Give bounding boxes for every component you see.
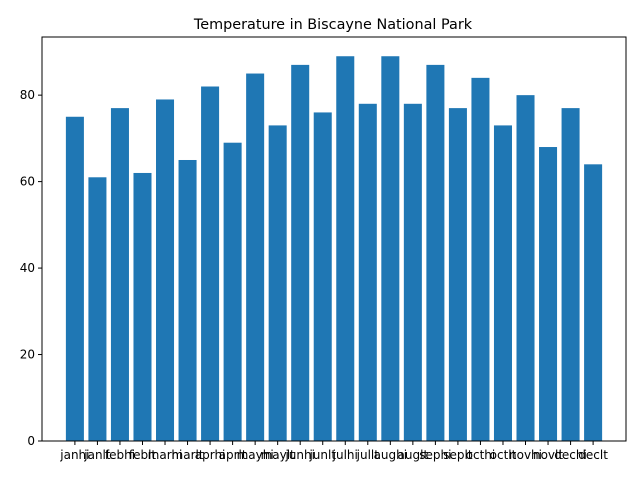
bar-maylt [268, 125, 287, 441]
x-tick-label-junlt: junlt [308, 448, 336, 462]
x-tick-label-julhi: julhi [332, 448, 358, 462]
bar-julhi [336, 56, 355, 441]
x-tick-label-febhi: febhi [105, 448, 135, 462]
x-tick-label-janhi: janhi [59, 448, 89, 462]
bar-auglt [403, 103, 422, 441]
bar-janhi [65, 116, 84, 441]
bar-feblt [133, 172, 152, 441]
y-tick-label: 20 [20, 348, 35, 362]
x-tick-label-aughi: aughi [374, 448, 408, 462]
bar-sephi [426, 64, 445, 441]
plot-frame [41, 36, 627, 442]
bar-novlt [539, 147, 558, 442]
bar-declt [584, 164, 603, 442]
y-tick-label: 80 [20, 88, 35, 102]
bar-mayhi [246, 73, 265, 441]
bars-group [65, 56, 603, 442]
y-tick-label: 40 [20, 261, 35, 275]
x-tick-label-octlt: octlt [490, 448, 517, 462]
bar-janlt [88, 177, 107, 441]
x-tick-label-marlt: marlt [172, 448, 204, 462]
x-axis: janhijanltfebhifebltmarhimarltaprhiaprlt… [59, 441, 608, 462]
x-tick-label-dechi: dechi [554, 448, 587, 462]
x-tick-label-marhi: marhi [148, 448, 183, 462]
x-tick-label-mayhi: mayhi [237, 448, 274, 462]
bar-jullt [358, 103, 377, 441]
bar-octlt [493, 125, 512, 441]
bar-octhi [471, 77, 490, 441]
y-tick-label: 0 [27, 434, 35, 448]
x-tick-label-aprhi: aprhi [195, 448, 226, 462]
x-tick-label-jullt: jullt [356, 448, 380, 462]
x-tick-label-novhi: novhi [509, 448, 542, 462]
bar-marlt [178, 159, 197, 441]
x-tick-label-octhi: octhi [466, 448, 496, 462]
x-tick-label-feblt: feblt [129, 448, 157, 462]
x-tick-label-junhi: junhi [284, 448, 314, 462]
bar-aprlt [223, 142, 242, 441]
bar-seplt [448, 108, 467, 442]
y-axis: 0 20 40 60 80 [20, 88, 42, 448]
bar-junhi [291, 64, 310, 441]
x-tick-label-auglt: auglt [398, 448, 429, 462]
x-tick-label-janlt: janlt [83, 448, 111, 462]
bar-febhi [110, 108, 129, 442]
bar-novhi [516, 95, 535, 441]
bar-dechi [561, 108, 580, 442]
x-tick-label-aprlt: aprlt [219, 448, 247, 462]
y-tick-label: 60 [20, 175, 35, 189]
bar-aughi [381, 56, 400, 441]
bar-junlt [313, 112, 332, 441]
x-tick-label-sephi: sephi [419, 448, 451, 462]
x-tick-label-maylt: maylt [261, 448, 295, 462]
bar-aprhi [201, 86, 220, 441]
x-tick-label-seplt: seplt [443, 448, 473, 462]
bar-marhi [156, 99, 175, 441]
chart-title: Temperature in Biscayne National Park [193, 17, 473, 33]
x-tick-label-declt: declt [578, 448, 608, 462]
x-tick-label-novlt: novlt [533, 448, 563, 462]
